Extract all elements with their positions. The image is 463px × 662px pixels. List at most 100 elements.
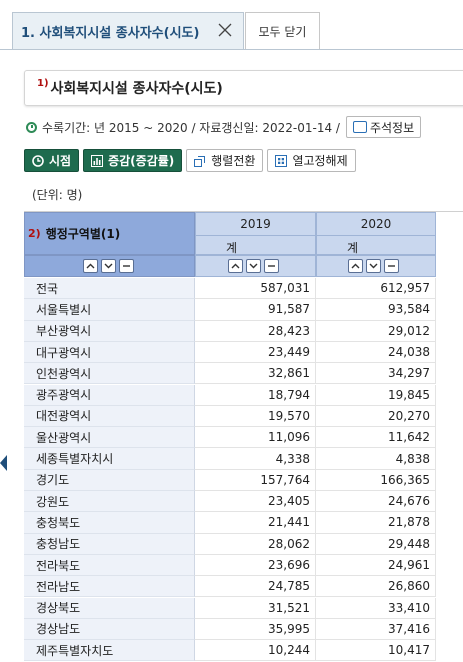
close-all-tabs-button[interactable]: 모두 닫기 [245,12,320,50]
sort-ascending-button[interactable] [83,259,98,273]
cell-2020: 24,038 [316,341,436,364]
notes-button[interactable]: 주석정보 [345,116,422,138]
comment-icon [352,121,367,133]
cell-2020: 26,860 [316,576,436,598]
chevron-down-icon [249,263,258,269]
cell-2020: 24,676 [316,491,436,513]
clock-icon [32,154,44,167]
time-point-button[interactable]: 시점 [24,149,80,172]
cell-2019: 23,405 [195,491,316,513]
cell-2019: 157,764 [195,469,316,491]
cell-2020: 4,838 [316,448,436,470]
chevron-down-icon [104,263,113,269]
column-header-2019[interactable]: 2019 계 [195,212,316,255]
cell-2019: 32,861 [195,363,316,385]
table-row: 경상북도 31,521 33,410 [24,597,436,619]
divider [0,49,463,50]
row-label: 전국 [24,278,195,300]
minus-icon [388,265,395,267]
table-title-box: 1) 사회복지시설 종사자수(시도) [24,70,463,106]
cell-2019: 23,449 [195,341,316,364]
notes-button-label: 주석정보 [369,120,415,135]
column-header-2020[interactable]: 2020 계 [316,212,436,255]
transpose-label: 행렬전환 [211,154,256,168]
unfix-columns-button[interactable]: 열고정해제 [267,149,356,172]
cell-2020: 20,270 [316,405,436,428]
cell-2020: 29,012 [316,320,436,342]
collapse-button[interactable] [264,259,279,273]
cell-2020: 19,845 [316,384,436,406]
cell-2020: 33,410 [316,597,436,619]
table-row: 제주특별자치도 10,244 10,417 [24,640,436,662]
unit-label: (단위: 명) [32,188,83,202]
row-header[interactable]: 2) 행정구역별(1) [24,212,195,255]
chevron-down-icon [369,263,378,269]
column-subheader: 계 [196,235,315,256]
cell-2020: 21,878 [316,512,436,534]
sort-ascending-button[interactable] [348,259,363,273]
table-row: 충청북도 21,441 21,878 [24,512,436,534]
change-rate-label: 증감(증감률) [108,154,175,168]
cell-2019: 28,062 [195,533,316,555]
expand-panel-arrow-icon[interactable] [0,455,7,471]
cell-2019: 587,031 [195,278,316,300]
cell-2019: 21,441 [195,512,316,534]
column-controls-2019 [195,255,316,277]
table-row: 경기도 157,764 166,365 [24,469,436,491]
cell-2019: 11,096 [195,427,316,449]
row-header-controls [24,255,195,277]
table-row: 전라북도 23,696 24,961 [24,554,436,577]
change-rate-button[interactable]: 증감(증감률) [83,149,183,172]
cell-2019: 10,244 [195,640,316,662]
table-row: 세종특별자치시 4,338 4,838 [24,448,436,470]
cell-2020: 37,416 [316,618,436,641]
cell-2020: 34,297 [316,363,436,385]
bar-chart-icon [91,154,104,167]
row-label: 충청북도 [24,512,195,534]
row-label: 울산광역시 [24,427,195,449]
row-label: 광주광역시 [24,384,195,406]
table-row: 전국 587,031 612,957 [24,278,436,300]
row-label: 서울특별시 [24,299,195,321]
cell-2020: 29,448 [316,533,436,555]
sort-descending-button[interactable] [366,259,381,273]
cell-2020: 166,365 [316,469,436,491]
minus-icon [268,265,275,267]
row-label: 경기도 [24,469,195,491]
sort-descending-button[interactable] [101,259,116,273]
table-row: 대전광역시 19,570 20,270 [24,405,436,428]
time-point-label: 시점 [49,154,72,168]
transpose-button[interactable]: 행렬전환 [186,149,264,172]
tab-active[interactable]: 1. 사회복지시설 종사자수(시도) [12,12,244,50]
column-subheader: 계 [317,235,435,256]
row-label: 충청남도 [24,533,195,555]
sort-descending-button[interactable] [246,259,261,273]
cell-2020: 24,961 [316,554,436,577]
collapse-button[interactable] [119,259,134,273]
column-controls-2020 [316,255,436,277]
row-label: 전라남도 [24,576,195,598]
table-row: 부산광역시 28,423 29,012 [24,320,436,342]
cell-2020: 612,957 [316,278,436,300]
cell-2020: 11,642 [316,427,436,449]
cell-2019: 23,696 [195,554,316,577]
divider [24,211,463,212]
cell-2019: 18,794 [195,384,316,406]
cell-2019: 19,570 [195,405,316,428]
tab-label: 1. 사회복지시설 종사자수(시도) [21,26,200,41]
title-footnote-number[interactable]: 1) [37,77,49,89]
cell-2020: 93,584 [316,299,436,321]
cell-2019: 28,423 [195,320,316,342]
period-info: 수록기간: 년 2015 ~ 2020 / 자료갱신일: 2022-01-14 … [26,116,422,138]
sort-ascending-button[interactable] [228,259,243,273]
row-header-label: 행정구역별(1) [45,227,121,241]
cell-2019: 24,785 [195,576,316,598]
minus-icon [123,265,130,267]
unfix-columns-label: 열고정해제 [292,154,348,168]
close-icon[interactable] [217,22,233,38]
row-label: 제주특별자치도 [24,640,195,662]
row-header-footnote-number[interactable]: 2) [28,227,41,240]
collapse-button[interactable] [384,259,399,273]
column-year: 2019 [240,217,271,231]
toolbar: 시점 증감(증감률) 행렬전환 열고정해제 [24,149,356,173]
